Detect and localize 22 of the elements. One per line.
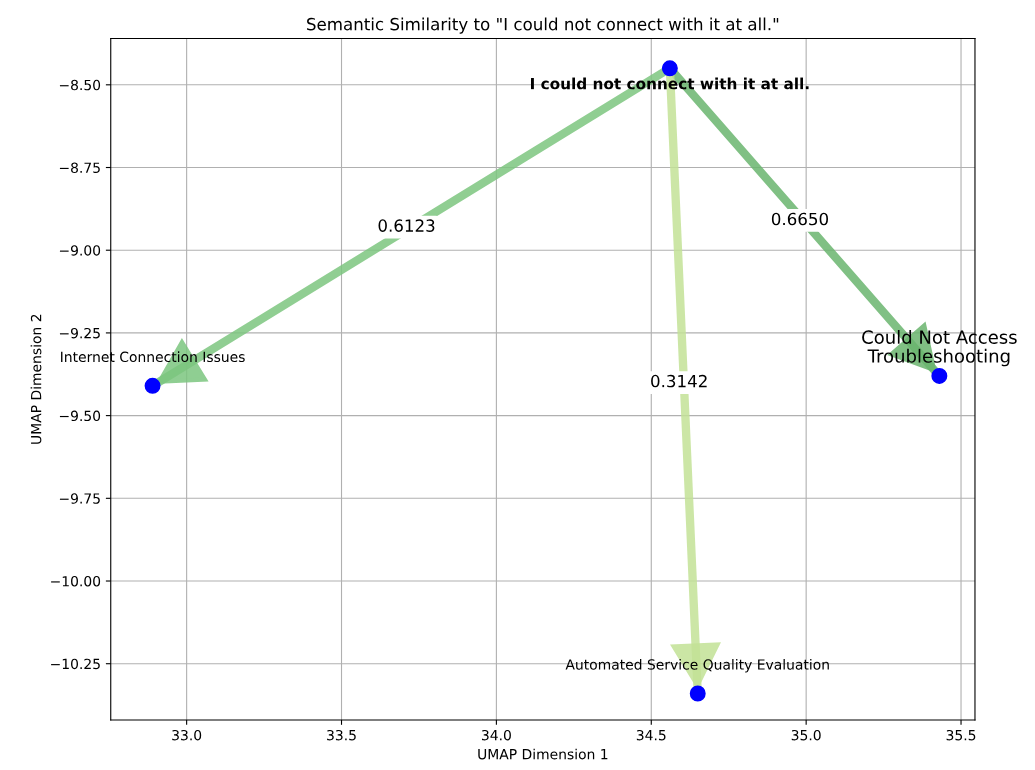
chart-title: Semantic Similarity to "I could not connect with it at all." — [307, 17, 779, 34]
annotation: I could not connect with it at all. — [531, 77, 809, 90]
annotation: 0.3142 — [651, 374, 707, 388]
y-tick-label: −8.75 — [59, 162, 100, 173]
x-axis-title: UMAP Dimension 1 — [478, 748, 608, 760]
annotation: 0.6650 — [771, 212, 829, 226]
x-tick-label: 33.0 — [172, 729, 202, 741]
x-tick-label: 33.5 — [327, 729, 356, 741]
y-axis-title: UMAP Dimension 2 — [30, 314, 42, 444]
x-tick-label: 35.0 — [791, 729, 821, 741]
y-tick-label: −9.00 — [59, 245, 101, 256]
y-tick-label: −10.00 — [51, 575, 101, 587]
annotation: 0.6123 — [378, 219, 435, 232]
x-tick-label: 34.5 — [636, 729, 666, 741]
annotation: Automated Service Quality Evaluation — [565, 658, 829, 673]
y-tick-label: −9.25 — [59, 327, 100, 339]
y-tick-label: −8.50 — [59, 79, 101, 91]
y-tick-label: −10.25 — [51, 658, 100, 670]
y-tick-label: −9.75 — [59, 493, 100, 504]
x-tick-label: 34.0 — [481, 729, 511, 741]
x-tick-label: 35.5 — [946, 729, 976, 741]
y-tick-label: −9.50 — [59, 410, 101, 422]
